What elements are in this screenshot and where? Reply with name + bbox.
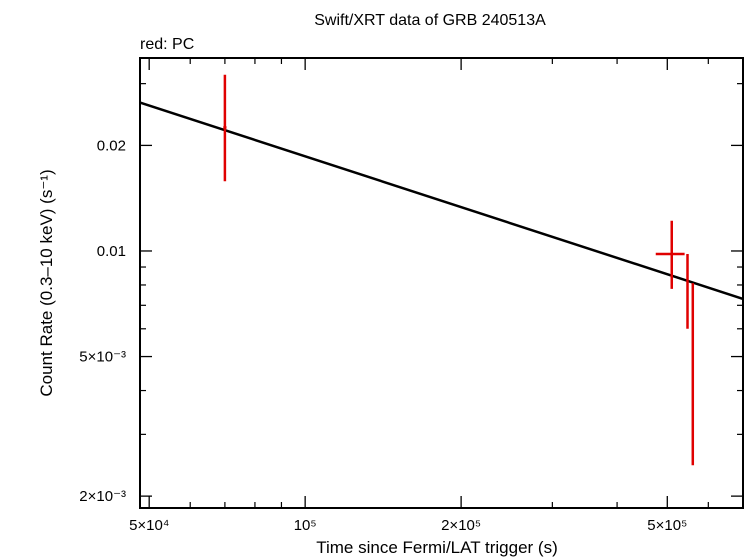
x-tick-label: 5×10⁵ [647, 517, 687, 534]
y-axis-label: Count Rate (0.3–10 keV) (s⁻¹) [37, 169, 56, 396]
model-layer [139, 101, 744, 301]
data-layer [223, 74, 695, 466]
x-tick-label: 10⁵ [294, 517, 317, 534]
model-fit-line [139, 101, 744, 301]
y-tick-label: 0.01 [97, 243, 126, 260]
x-axis-label: Time since Fermi/LAT trigger (s) [316, 538, 558, 557]
y-tick-label: 0.02 [97, 137, 126, 154]
data-point [686, 254, 689, 329]
plot-frame [139, 57, 744, 509]
data-point [655, 220, 685, 289]
data-point [691, 283, 695, 466]
chart-title: Swift/XRT data of GRB 240513A [314, 12, 546, 29]
x-tick-label: 2×10⁵ [441, 517, 481, 534]
y-tick-label: 5×10⁻³ [79, 349, 126, 366]
x-axis-ticks: 5×10⁴ 10⁵ 2×10⁵ 5×10⁵ [129, 58, 744, 534]
chart-subtitle: red: PC [140, 36, 194, 53]
x-tick-label: 5×10⁴ [129, 517, 169, 534]
y-tick-label: 2×10⁻³ [79, 488, 126, 505]
data-point [223, 74, 227, 182]
y-axis-ticks: 2×10⁻³ 5×10⁻³ 0.01 0.02 [79, 83, 743, 505]
